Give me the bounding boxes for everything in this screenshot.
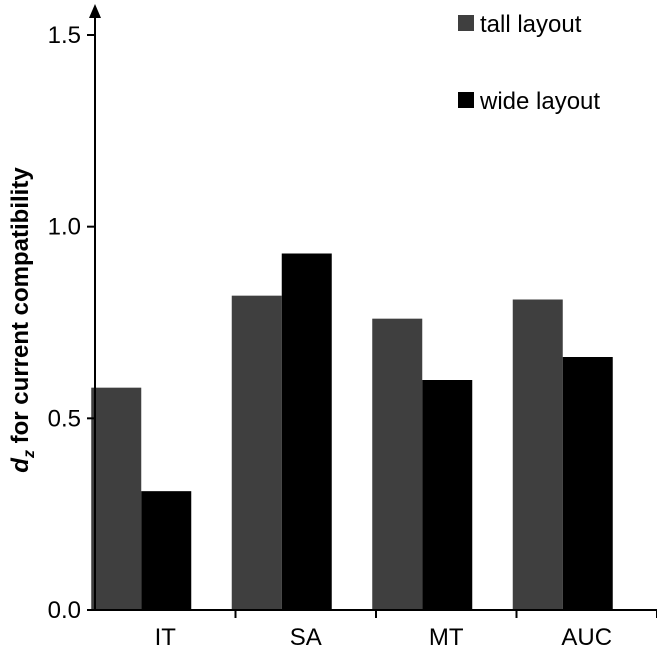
legend-label-wide: wide layout — [479, 88, 600, 115]
legend-swatch-tall — [458, 15, 474, 31]
bar-it-tall — [91, 387, 142, 610]
bar-it-wide — [141, 491, 192, 610]
bar-sa-wide — [281, 253, 332, 610]
bar-sa-tall — [231, 295, 282, 610]
legend-label-tall: tall layout — [480, 11, 582, 38]
bars-group — [91, 253, 613, 610]
legend: tall layout wide layout — [458, 11, 600, 115]
x-tick-label-mt: MT — [429, 624, 464, 651]
y-axis-label-subscript: z — [21, 450, 38, 459]
y-axis-arrow-icon — [89, 4, 101, 18]
bar-auc-tall — [512, 299, 563, 610]
y-tick-label: 1.0 — [48, 214, 81, 241]
y-tick-label: 1.5 — [48, 22, 81, 49]
legend-swatch-wide — [458, 92, 474, 108]
y-axis-label-text: for current compatibility — [7, 167, 34, 450]
axes-group: IT SA MT AUC 0.0 0.5 1.0 1.5 — [48, 4, 657, 651]
x-tick-label-auc: AUC — [561, 624, 612, 651]
y-axis-label: dz for current compatibility — [7, 167, 38, 473]
y-tick-label: 0.0 — [48, 597, 81, 624]
bar-mt-wide — [422, 380, 473, 610]
y-tick-label: 0.5 — [48, 405, 81, 432]
y-axis-label-italic: d — [7, 457, 34, 473]
x-tick-label-sa: SA — [290, 624, 322, 651]
bar-auc-wide — [562, 357, 613, 610]
x-tick-label-it: IT — [155, 624, 177, 651]
bar-mt-tall — [372, 318, 423, 610]
